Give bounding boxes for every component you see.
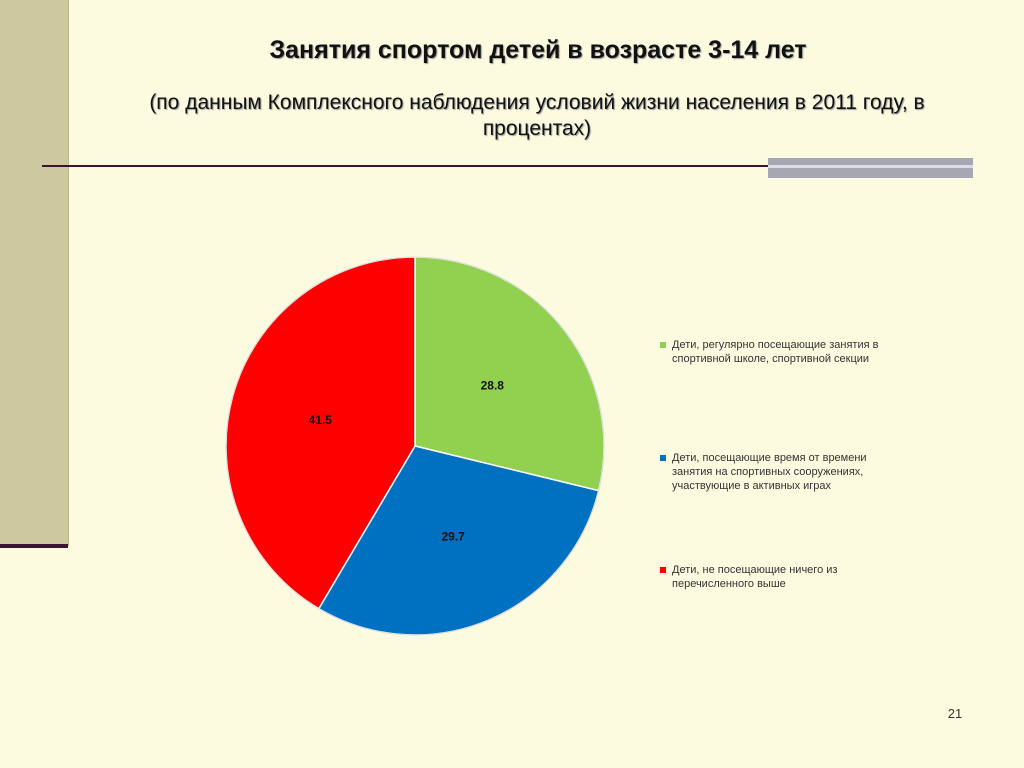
chart-legend: Дети, регулярно посещающие занятия в спо… bbox=[660, 338, 910, 598]
legend-label-sports-school: Дети, регулярно посещающие занятия в спо… bbox=[672, 339, 879, 365]
left-decor-rule bbox=[0, 544, 68, 548]
pie-outline bbox=[225, 256, 605, 636]
slide-title: Занятия спортом детей в возрасте 3-14 ле… bbox=[269, 36, 807, 64]
divider-accent-bar bbox=[768, 158, 973, 178]
left-decor-band bbox=[0, 0, 69, 546]
legend-item-sports-school: Дети, регулярно посещающие занятия в спо… bbox=[660, 338, 902, 366]
divider-accent-stripe bbox=[768, 165, 973, 168]
legend-swatch-occasional bbox=[660, 455, 666, 461]
slice-label-sports-school: 28.8 bbox=[481, 378, 505, 392]
legend-item-occasional: Дети, посещающие время от времени заняти… bbox=[660, 451, 902, 493]
title-divider bbox=[42, 165, 972, 167]
slice-label-occasional: 29.7 bbox=[442, 530, 466, 544]
page-number: 21 bbox=[947, 706, 963, 721]
slice-label-none: 41.5 bbox=[309, 413, 333, 427]
legend-swatch-sports-school bbox=[660, 342, 666, 348]
legend-label-none: Дети, не посещающие ничего из перечислен… bbox=[672, 564, 838, 590]
legend-item-none: Дети, не посещающие ничего из перечислен… bbox=[660, 563, 902, 591]
legend-swatch-none bbox=[660, 567, 666, 573]
legend-label-occasional: Дети, посещающие время от времени заняти… bbox=[672, 452, 867, 492]
slide-subtitle: (по данным Комплексного наблюдения услов… bbox=[149, 91, 925, 140]
